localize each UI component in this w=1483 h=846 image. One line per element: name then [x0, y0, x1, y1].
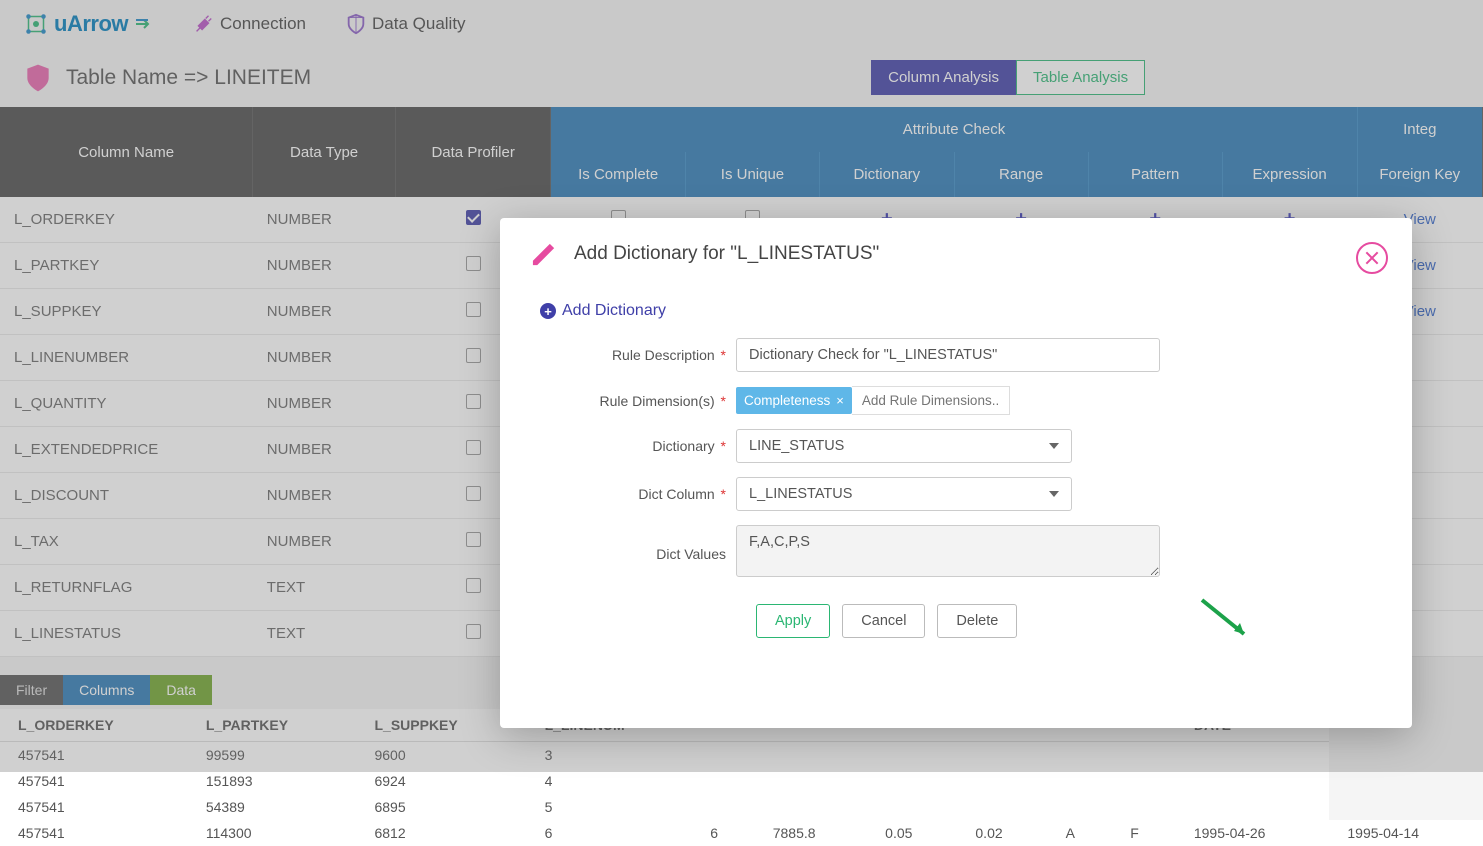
dimension-tag-label: Completeness: [744, 393, 830, 408]
data-cell: 6: [527, 820, 693, 846]
modal-title: Add Dictionary for "L_LINESTATUS": [574, 243, 879, 265]
label-dictionary: Dictionary *: [540, 438, 736, 454]
label-rule-dim: Rule Dimension(s) *: [540, 393, 736, 409]
data-cell: [755, 794, 867, 820]
dict-column-selected: L_LINESTATUS: [749, 486, 852, 502]
data-row: 4575411143006812667885.80.050.02AF1995-0…: [0, 820, 1483, 846]
data-cell: [1048, 794, 1113, 820]
data-cell: [867, 794, 957, 820]
data-cell: 114300: [188, 820, 357, 846]
close-icon[interactable]: [1356, 242, 1388, 274]
chevron-down-icon: [1049, 443, 1059, 449]
data-cell: 7885.8: [755, 820, 867, 846]
rule-description-input[interactable]: [736, 338, 1160, 372]
dimension-tag[interactable]: Completeness ×: [736, 387, 852, 414]
data-cell: 0.02: [957, 820, 1047, 846]
data-cell: 457541: [0, 794, 188, 820]
data-cell: 54389: [188, 794, 357, 820]
data-cell: 1995-04-14: [1329, 820, 1483, 846]
data-cell: [957, 794, 1047, 820]
dict-values-textarea[interactable]: F,A,C,P,S: [736, 525, 1160, 577]
apply-button[interactable]: Apply: [756, 604, 830, 638]
data-cell: 6895: [356, 794, 526, 820]
pencil-icon: [530, 240, 558, 268]
chevron-down-icon: [1049, 491, 1059, 497]
data-cell: 1995-04-26: [1176, 820, 1330, 846]
data-cell: 6812: [356, 820, 526, 846]
dictionary-selected: LINE_STATUS: [749, 438, 844, 454]
data-row: 4575415438968955: [0, 794, 1483, 820]
add-dict-label: Add Dictionary: [562, 302, 666, 320]
rule-dimensions-input[interactable]: [852, 386, 1010, 415]
data-cell: [692, 794, 754, 820]
tag-remove-icon[interactable]: ×: [836, 393, 844, 408]
data-cell: 6: [692, 820, 754, 846]
add-dictionary-modal: Add Dictionary for "L_LINESTATUS" + Add …: [500, 218, 1412, 728]
label-rule-desc: Rule Description *: [540, 347, 736, 363]
data-cell: 0.05: [867, 820, 957, 846]
cancel-button[interactable]: Cancel: [842, 604, 925, 638]
dict-column-select[interactable]: L_LINESTATUS: [736, 477, 1072, 511]
data-cell: A: [1048, 820, 1113, 846]
label-dict-column: Dict Column *: [540, 486, 736, 502]
data-cell: F: [1112, 820, 1176, 846]
add-dictionary-link[interactable]: + Add Dictionary: [540, 302, 1372, 320]
dictionary-select[interactable]: LINE_STATUS: [736, 429, 1072, 463]
delete-button[interactable]: Delete: [937, 604, 1017, 638]
label-dict-values: Dict Values: [540, 546, 736, 562]
plus-circle-icon: +: [540, 303, 556, 319]
data-cell: 457541: [0, 820, 188, 846]
data-cell: [1176, 794, 1330, 820]
data-cell: 5: [527, 794, 693, 820]
data-cell: [1112, 794, 1176, 820]
